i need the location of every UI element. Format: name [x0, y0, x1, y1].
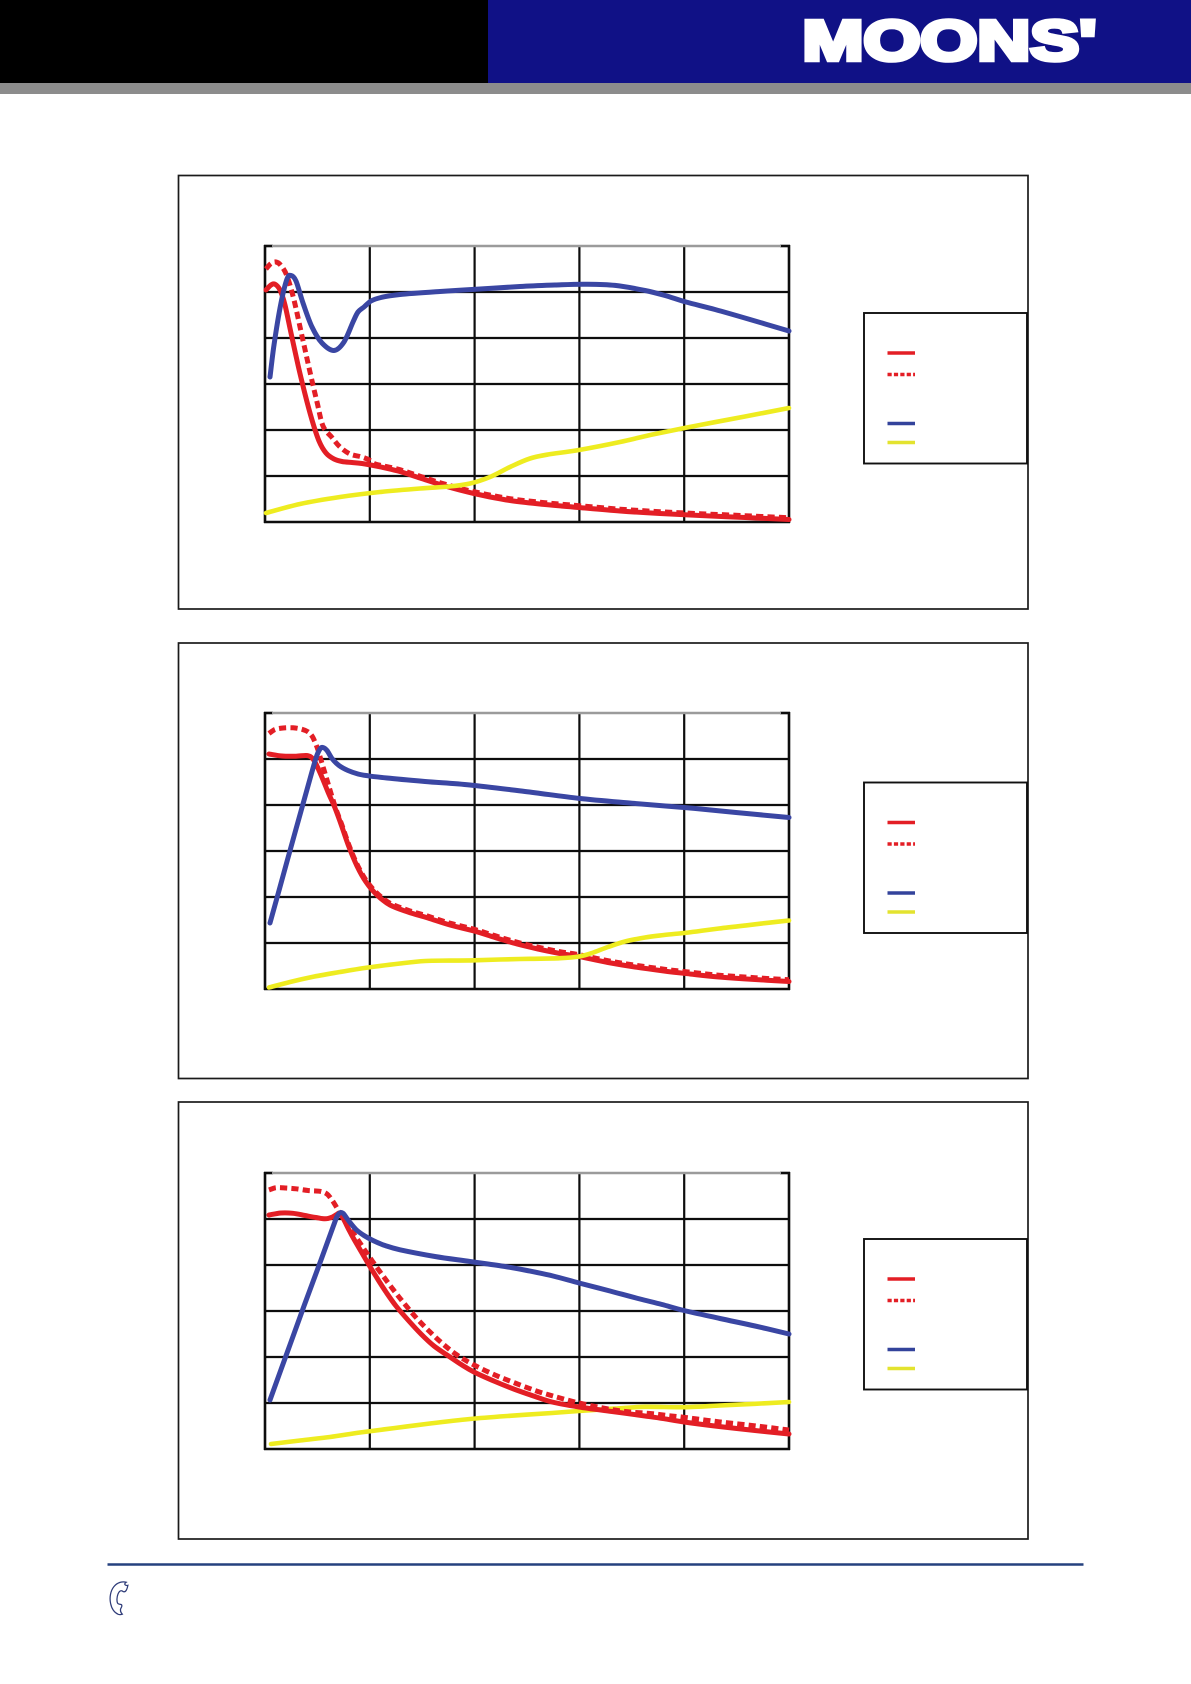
- svg-text:MOONS': MOONS': [803, 9, 1097, 73]
